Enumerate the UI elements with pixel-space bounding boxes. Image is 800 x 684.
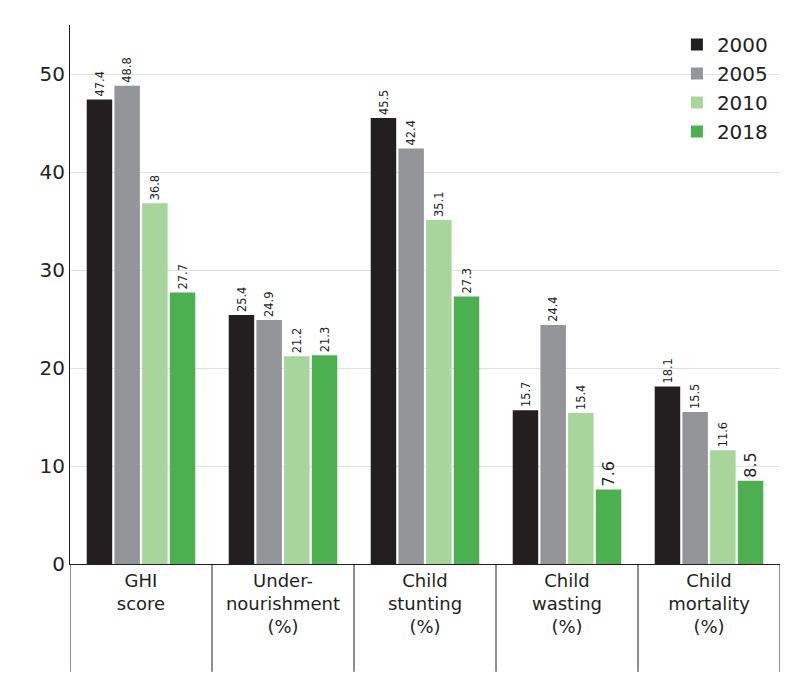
svg-text:Childmortality(%): Childmortality(%) xyxy=(668,570,750,638)
svg-text:24.4: 24.4 xyxy=(546,296,560,321)
svg-text:27.3: 27.3 xyxy=(460,268,474,293)
svg-text:2005: 2005 xyxy=(717,62,768,86)
svg-text:Under-nourishment(%): Under-nourishment(%) xyxy=(226,570,340,638)
svg-text:40: 40 xyxy=(40,160,65,184)
svg-text:10: 10 xyxy=(40,454,65,478)
svg-text:Childstunting(%): Childstunting(%) xyxy=(388,570,462,638)
svg-text:21.2: 21.2 xyxy=(290,328,304,353)
svg-text:0: 0 xyxy=(52,552,65,576)
svg-text:15.5: 15.5 xyxy=(688,384,702,409)
svg-text:8.5: 8.5 xyxy=(741,452,760,477)
svg-text:36.8: 36.8 xyxy=(148,175,162,200)
svg-text:25.4: 25.4 xyxy=(235,287,249,312)
svg-text:2010: 2010 xyxy=(717,91,768,115)
svg-text:45.5: 45.5 xyxy=(377,90,391,115)
svg-text:47.4: 47.4 xyxy=(93,71,107,96)
svg-text:42.4: 42.4 xyxy=(404,120,418,145)
svg-text:30: 30 xyxy=(40,258,65,282)
svg-text:50: 50 xyxy=(40,62,65,86)
svg-text:Childwasting(%): Childwasting(%) xyxy=(532,570,602,638)
svg-text:35.1: 35.1 xyxy=(432,192,446,217)
svg-text:48.8: 48.8 xyxy=(120,57,134,82)
svg-text:GHIscore: GHIscore xyxy=(117,570,165,614)
svg-text:7.6: 7.6 xyxy=(599,461,618,486)
svg-text:18.1: 18.1 xyxy=(661,358,675,383)
svg-text:15.7: 15.7 xyxy=(519,382,533,407)
svg-text:20: 20 xyxy=(40,356,65,380)
svg-text:11.6: 11.6 xyxy=(716,422,730,447)
svg-text:21.3: 21.3 xyxy=(318,327,332,352)
svg-text:27.7: 27.7 xyxy=(176,264,190,289)
svg-text:24.9: 24.9 xyxy=(262,292,276,317)
svg-text:2000: 2000 xyxy=(717,33,768,57)
svg-text:2018: 2018 xyxy=(717,120,768,144)
svg-text:15.4: 15.4 xyxy=(574,385,588,410)
